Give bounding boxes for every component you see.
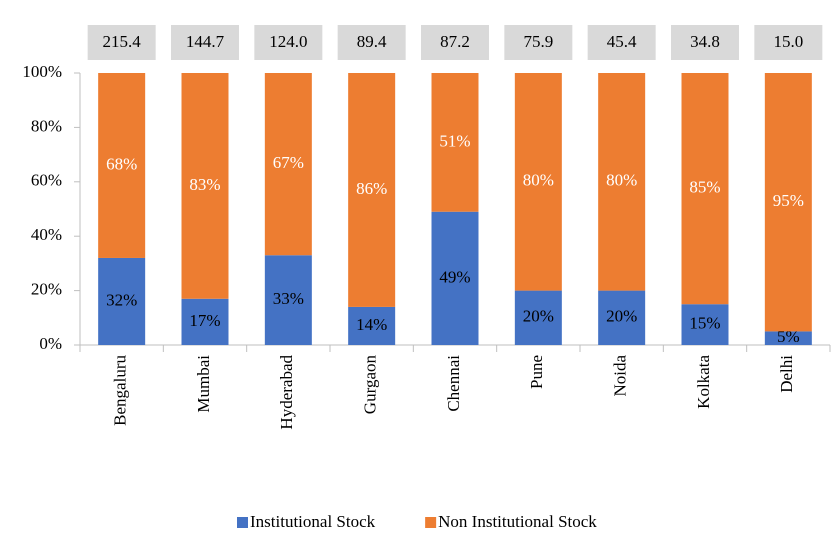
bar-segment — [98, 257, 146, 345]
bar-segment — [181, 298, 229, 345]
total-label: 215.4 — [103, 32, 142, 51]
bar-segment — [681, 304, 729, 345]
total-box — [504, 25, 573, 60]
total-box — [754, 25, 823, 60]
data-label: 85% — [689, 178, 720, 197]
data-label: 49% — [439, 267, 470, 286]
data-label: 32% — [106, 290, 137, 309]
bar-segment — [431, 73, 479, 212]
bar-segment — [598, 73, 646, 291]
bar-segment — [431, 211, 479, 345]
total-box — [671, 25, 739, 60]
legend-label: Non Institutional Stock — [438, 512, 597, 531]
total-box — [254, 25, 323, 60]
x-tick-label: Pune — [527, 355, 546, 389]
total-label: 34.8 — [690, 32, 720, 51]
total-box — [337, 25, 406, 60]
total-label: 124.0 — [269, 32, 307, 51]
x-tick-label: Gurgaon — [361, 355, 380, 415]
total-box — [587, 25, 656, 60]
x-tick-label: Bengaluru — [111, 355, 130, 426]
bar-segment — [264, 73, 312, 256]
data-label: 86% — [356, 179, 387, 198]
data-label: 15% — [689, 314, 720, 333]
data-label: 14% — [356, 315, 387, 334]
data-label: 5% — [777, 327, 800, 346]
x-tick-label: Noida — [611, 355, 630, 397]
data-label: 83% — [189, 175, 220, 194]
total-box — [87, 25, 156, 60]
x-tick-label: Kolkata — [694, 355, 713, 409]
y-tick-label: 40% — [31, 225, 62, 244]
legend-swatch — [237, 517, 248, 528]
total-label: 45.4 — [607, 32, 637, 51]
legend-label: Institutional Stock — [250, 512, 376, 531]
bar-segment — [264, 255, 312, 345]
x-tick-label: Delhi — [777, 355, 796, 393]
x-tick-label: Hyderabad — [277, 355, 296, 430]
data-label: 17% — [189, 311, 220, 330]
bar-segment — [681, 73, 729, 305]
bar-segment — [514, 73, 562, 291]
total-label: 144.7 — [186, 32, 225, 51]
data-label: 95% — [773, 191, 804, 210]
data-label: 20% — [523, 307, 554, 326]
bar-segment — [348, 73, 396, 307]
total-label: 89.4 — [357, 32, 387, 51]
bar-segment — [598, 290, 646, 345]
bar-segment — [764, 331, 812, 345]
data-label: 67% — [273, 153, 304, 172]
data-label: 20% — [606, 307, 637, 326]
data-label: 80% — [523, 171, 554, 190]
y-tick-label: 60% — [31, 171, 62, 190]
y-tick-label: 20% — [31, 280, 62, 299]
bar-segment — [348, 306, 396, 345]
total-label: 15.0 — [773, 32, 803, 51]
y-tick-label: 80% — [31, 116, 62, 135]
total-label: 87.2 — [440, 32, 470, 51]
total-box — [171, 25, 239, 60]
total-label: 75.9 — [523, 32, 553, 51]
data-label: 80% — [606, 171, 637, 190]
x-tick-label: Mumbai — [194, 355, 213, 413]
legend-swatch — [425, 517, 437, 528]
bar-segment — [181, 73, 229, 299]
data-label: 51% — [439, 131, 470, 150]
bar-segment — [764, 73, 812, 332]
x-tick-label: Chennai — [444, 355, 463, 412]
data-label: 68% — [106, 154, 137, 173]
bar-segment — [98, 73, 146, 258]
y-tick-label: 0% — [39, 334, 62, 353]
y-tick-label: 100% — [22, 62, 62, 81]
total-box — [421, 25, 489, 60]
bar-segment — [514, 290, 562, 345]
data-label: 33% — [273, 289, 304, 308]
